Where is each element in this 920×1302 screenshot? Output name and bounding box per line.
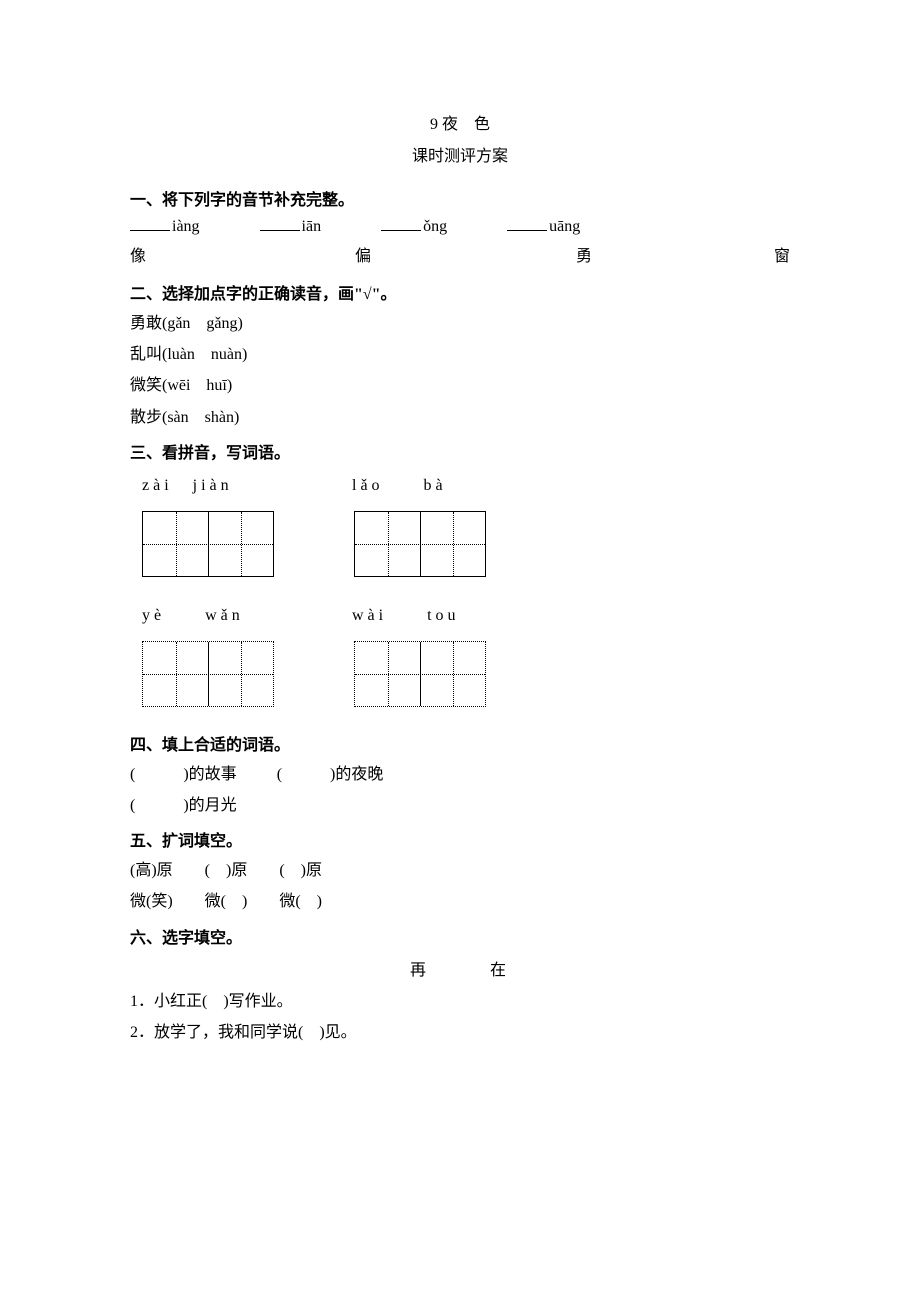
section6-choices: 再 在 — [130, 956, 790, 980]
pinyin-blank-2[interactable]: iān — [260, 216, 322, 236]
worksheet-page: 9 夜 色 课时测评方案 一、将下列字的音节补充完整。 iàng iān ǒng… — [0, 0, 920, 1110]
pinyin-word-3: yè wǎn — [142, 601, 352, 625]
section6-q2[interactable]: 2．放学了，我和同学说( )见。 — [130, 1019, 790, 1046]
pinyin-word-2: lǎo bà — [352, 471, 562, 495]
section6-heading: 六、选字填空。 — [130, 924, 790, 948]
pinyin-word-1: zài jiàn — [142, 471, 352, 495]
section4-line2: ( )的月光 — [130, 792, 790, 819]
section1-pinyin-row: iàng iān ǒng uāng — [130, 216, 790, 236]
pinyin-word-4: wài tou — [352, 601, 562, 625]
section5-line1[interactable]: (高)原 ( )原 ( )原 — [130, 857, 790, 884]
tian-grid-4[interactable] — [354, 641, 486, 707]
tian-grid-1[interactable] — [142, 511, 274, 577]
section3-pinyin-row2: yè wǎn wài tou — [142, 601, 790, 625]
pinyin-blank-4[interactable]: uāng — [507, 216, 580, 236]
section3-grids-row2 — [142, 641, 790, 707]
char-4: 窗 — [774, 242, 790, 266]
section2-item-1: 勇敢(gǎn gǎng) — [130, 310, 790, 337]
section2-heading: 二、选择加点字的正确读音，画"√"。 — [130, 280, 790, 304]
section4-heading: 四、填上合适的词语。 — [130, 731, 790, 755]
section1-heading: 一、将下列字的音节补充完整。 — [130, 186, 790, 210]
fill-blank-4-2[interactable]: ( )的夜晚 — [277, 766, 384, 783]
section5-heading: 五、扩词填空。 — [130, 827, 790, 851]
section5-line2[interactable]: 微(笑) 微( ) 微( ) — [130, 888, 790, 915]
section3-heading: 三、看拼音，写词语。 — [130, 439, 790, 463]
tian-grid-3[interactable] — [142, 641, 274, 707]
fill-blank-4-3[interactable]: ( )的月光 — [130, 797, 237, 814]
section1-chars-row: 像 偏 勇 窗 — [130, 242, 790, 266]
section2-item-2: 乱叫(luàn nuàn) — [130, 341, 790, 368]
pinyin-blank-3[interactable]: ǒng — [381, 216, 447, 236]
pinyin-blank-1[interactable]: iàng — [130, 216, 200, 236]
lesson-title: 9 夜 色 — [130, 110, 790, 134]
char-3: 勇 — [576, 242, 592, 266]
char-2: 偏 — [355, 242, 371, 266]
section3-grids-row1 — [142, 511, 790, 577]
section4-line1: ( )的故事 ( )的夜晚 — [130, 761, 790, 788]
section2-item-3: 微笑(wēi huī) — [130, 372, 790, 399]
section2-item-4: 散步(sàn shàn) — [130, 404, 790, 431]
tian-grid-2[interactable] — [354, 511, 486, 577]
lesson-subtitle: 课时测评方案 — [130, 142, 790, 166]
fill-blank-4-1[interactable]: ( )的故事 — [130, 766, 237, 783]
section6-q1[interactable]: 1．小红正( )写作业。 — [130, 988, 790, 1015]
section3-pinyin-row1: zài jiàn lǎo bà — [142, 471, 790, 495]
